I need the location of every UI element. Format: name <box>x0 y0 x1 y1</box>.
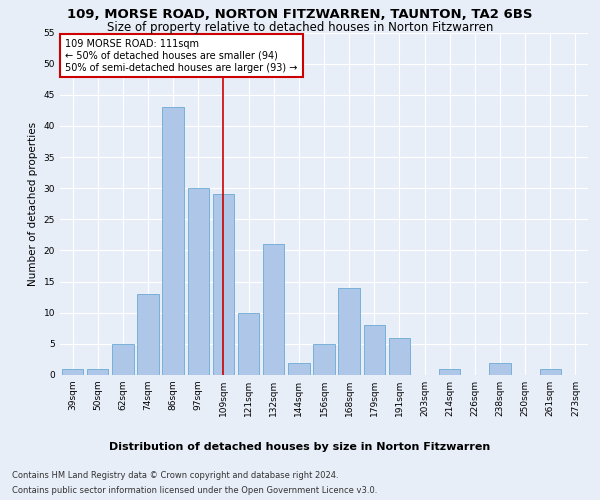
Bar <box>313 344 335 375</box>
Bar <box>389 338 410 375</box>
Bar <box>163 107 184 375</box>
Text: Distribution of detached houses by size in Norton Fitzwarren: Distribution of detached houses by size … <box>109 442 491 452</box>
Bar <box>62 369 83 375</box>
Bar <box>338 288 360 375</box>
Bar <box>490 362 511 375</box>
Text: 109 MORSE ROAD: 111sqm
← 50% of detached houses are smaller (94)
50% of semi-det: 109 MORSE ROAD: 111sqm ← 50% of detached… <box>65 40 298 72</box>
Text: Contains public sector information licensed under the Open Government Licence v3: Contains public sector information licen… <box>12 486 377 495</box>
Bar <box>288 362 310 375</box>
Bar <box>112 344 134 375</box>
Bar <box>364 325 385 375</box>
Bar <box>188 188 209 375</box>
Bar <box>213 194 234 375</box>
Bar <box>439 369 460 375</box>
Bar <box>87 369 109 375</box>
Bar <box>263 244 284 375</box>
Y-axis label: Number of detached properties: Number of detached properties <box>28 122 38 286</box>
Bar <box>539 369 561 375</box>
Text: Contains HM Land Registry data © Crown copyright and database right 2024.: Contains HM Land Registry data © Crown c… <box>12 471 338 480</box>
Bar <box>238 312 259 375</box>
Text: 109, MORSE ROAD, NORTON FITZWARREN, TAUNTON, TA2 6BS: 109, MORSE ROAD, NORTON FITZWARREN, TAUN… <box>67 8 533 20</box>
Bar <box>137 294 158 375</box>
Text: Size of property relative to detached houses in Norton Fitzwarren: Size of property relative to detached ho… <box>107 21 493 34</box>
